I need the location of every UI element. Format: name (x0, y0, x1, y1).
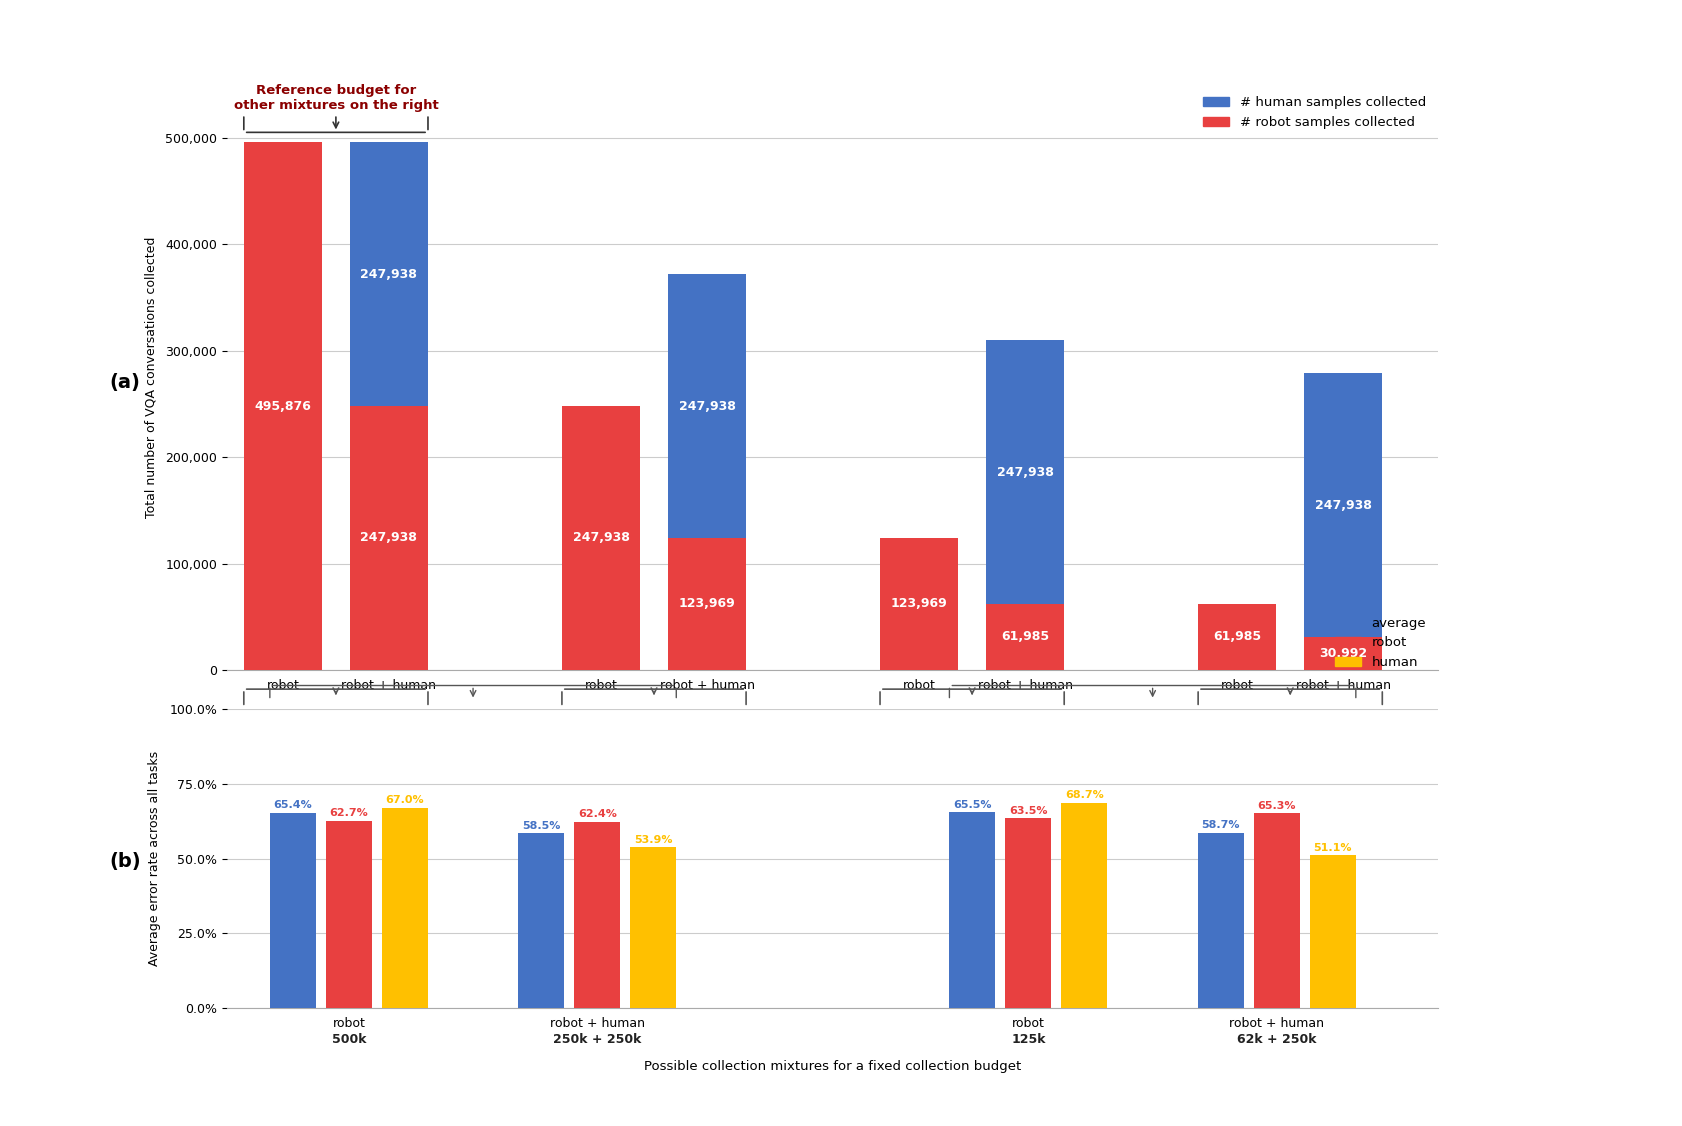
Text: 247,938: 247,938 (360, 531, 417, 545)
Bar (244, 142, 321, 670)
Text: 247,938: 247,938 (360, 268, 417, 280)
Text: 500k: 500k (331, 1034, 367, 1046)
Text: 65.4%: 65.4% (274, 801, 313, 811)
Text: 247,938: 247,938 (1315, 499, 1373, 511)
Bar (986, 604, 1065, 670)
Text: 62.7%: 62.7% (330, 808, 368, 819)
Text: 125k: 125k (1011, 1034, 1046, 1046)
Text: 58.7%: 58.7% (1201, 820, 1240, 830)
Text: 247,938: 247,938 (572, 531, 629, 545)
Bar (1061, 803, 1107, 1008)
Bar (382, 807, 427, 1008)
Text: Reference budget for
other mixtures on the right: Reference budget for other mixtures on t… (234, 84, 439, 113)
Text: 495,876: 495,876 (254, 400, 311, 412)
Text: 67.0%: 67.0% (385, 795, 424, 805)
Bar (668, 274, 747, 538)
Text: 63.5%: 63.5% (1009, 806, 1048, 816)
Bar (269, 813, 316, 1008)
Y-axis label: Total number of VQA conversations collected: Total number of VQA conversations collec… (145, 236, 156, 518)
Bar (1253, 813, 1300, 1008)
Text: 53.9%: 53.9% (634, 834, 673, 844)
Bar (518, 833, 565, 1008)
Text: 123,969: 123,969 (891, 598, 947, 610)
Bar (574, 822, 621, 1008)
Text: (a): (a) (109, 374, 140, 392)
Text: 30,992: 30,992 (1319, 647, 1367, 660)
Legend: # human samples collected, # robot samples collected: # human samples collected, # robot sampl… (1198, 91, 1431, 134)
Bar (326, 821, 372, 1008)
Bar (350, 406, 427, 670)
Bar (562, 406, 641, 670)
Text: 65.3%: 65.3% (1258, 801, 1297, 811)
Text: 51.1%: 51.1% (1314, 843, 1352, 852)
Text: 123,969: 123,969 (678, 598, 735, 610)
Text: robot cost = 1x human cost: robot cost = 1x human cost (244, 721, 429, 734)
Text: 250k + 250k: 250k + 250k (553, 1034, 641, 1046)
Text: 62k + 250k: 62k + 250k (1236, 1034, 1317, 1046)
Bar (1006, 819, 1051, 1008)
Bar (631, 847, 676, 1008)
Bar (1198, 604, 1277, 670)
Text: 62.4%: 62.4% (579, 810, 617, 820)
Bar (1304, 373, 1383, 637)
Text: (b): (b) (109, 852, 141, 870)
Text: 247,938: 247,938 (678, 400, 735, 412)
Bar (949, 812, 996, 1008)
Bar (1198, 832, 1245, 1008)
Bar (1304, 637, 1383, 670)
Text: robot cost = 2x human cost: robot cost = 2x human cost (562, 721, 747, 734)
Bar (350, 142, 427, 406)
Legend: average, robot, human: average, robot, human (1329, 611, 1431, 674)
Y-axis label: Average error rate across all tasks: Average error rate across all tasks (148, 751, 161, 966)
Text: 61,985: 61,985 (1001, 631, 1050, 643)
Text: 68.7%: 68.7% (1065, 790, 1103, 801)
Text: 65.5%: 65.5% (954, 799, 992, 810)
Text: 61,985: 61,985 (1213, 631, 1262, 643)
Text: robot cost = 8x human cost: robot cost = 8x human cost (1198, 721, 1383, 734)
Bar (668, 538, 747, 670)
Bar (880, 538, 959, 670)
Bar (986, 340, 1065, 604)
X-axis label: Possible collection mixtures for a fixed collection budget: Possible collection mixtures for a fixed… (644, 1061, 1021, 1073)
Text: 247,938: 247,938 (997, 465, 1053, 479)
Text: 58.5%: 58.5% (521, 821, 560, 831)
Bar (1310, 856, 1356, 1008)
Text: robot cost = 4x human cost: robot cost = 4x human cost (880, 721, 1065, 734)
